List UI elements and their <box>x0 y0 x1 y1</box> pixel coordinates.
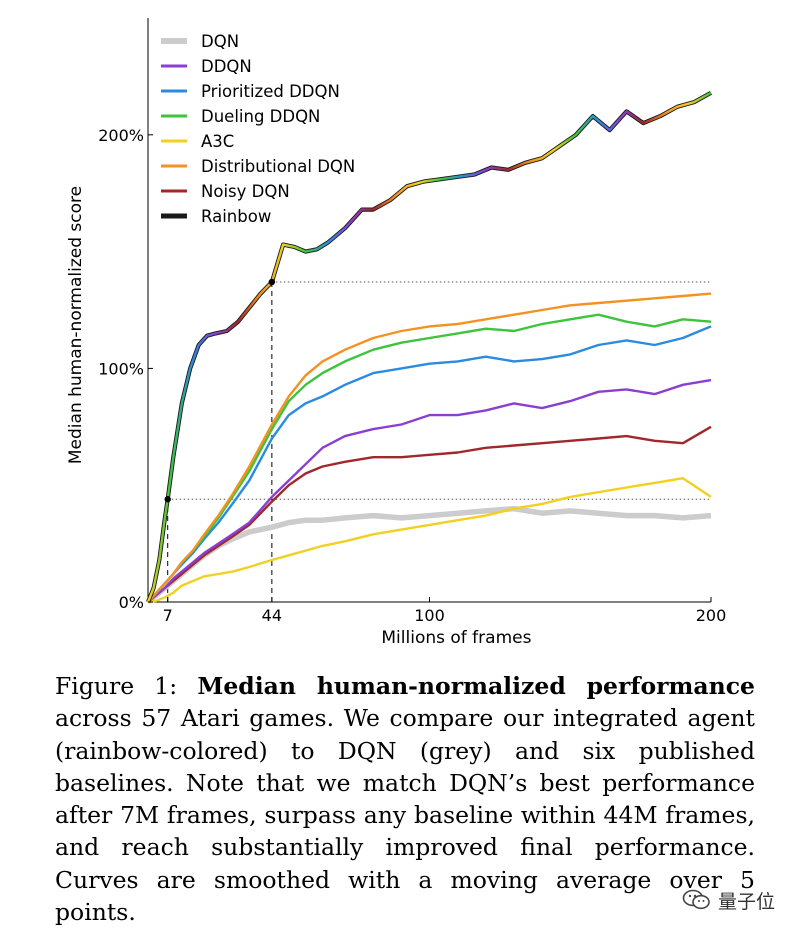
y-tick-label: 200% <box>98 126 144 145</box>
series-dqn <box>146 505 712 605</box>
x-tick-label: 44 <box>262 606 282 625</box>
series-dueling-ddqn <box>147 313 712 603</box>
chart: 7 44 100 200 0% 100% 200% DQN DDQN Prioritized D… <box>66 18 726 648</box>
legend: DQN DDQN Prioritized DDQN Dueling DDQN A3C Di… <box>161 32 355 226</box>
y-tick-label: 0% <box>119 593 144 612</box>
figure-caption: Figure 1: Median human-normalized perfor… <box>55 670 755 928</box>
series-a3c <box>147 477 712 604</box>
legend-label-a3c: A3C <box>201 132 234 151</box>
series-rainbow <box>146 91 712 603</box>
series-layer <box>146 90 713 605</box>
caption-rest: across 57 Atari games. We compare our in… <box>55 704 755 927</box>
caption-prefix: Figure 1: <box>55 672 198 700</box>
legend-label-distributional-dqn: Distributional DQN <box>201 157 355 176</box>
caption-bold: Median human-normalized performance <box>197 672 755 700</box>
legend-label-dqn: DQN <box>201 32 239 51</box>
x-axis-label: Millions of frames <box>381 628 531 648</box>
x-tick-label: 100 <box>414 606 445 625</box>
watermark: 量子位 <box>682 885 775 915</box>
y-tick-label: 100% <box>98 359 144 378</box>
watermark-text: 量子位 <box>718 890 776 913</box>
x-tick-label: 7 <box>163 606 173 625</box>
marker-2 <box>268 278 276 286</box>
markers-layer <box>164 278 276 503</box>
legend-label-prioritized-ddqn: Prioritized DDQN <box>201 82 340 101</box>
legend-label-noisy-dqn: Noisy DQN <box>201 182 290 201</box>
series-ddqn <box>147 378 712 603</box>
series-prioritized-ddqn <box>147 325 712 603</box>
legend-label-dueling-ddqn: Dueling DDQN <box>201 107 320 126</box>
y-axis-label: Median human-normalized score <box>66 186 86 464</box>
marker-1 <box>164 496 171 503</box>
reference-lines <box>167 281 711 602</box>
series-noisy-dqn <box>147 425 712 603</box>
ticks-layer: 7 44 100 200 0% 100% 200% <box>98 126 726 625</box>
legend-label-ddqn: DDQN <box>201 57 252 76</box>
legend-label-rainbow: Rainbow <box>201 207 271 226</box>
wechat-icon <box>682 889 710 910</box>
series-distributional-dqn <box>147 292 712 603</box>
x-tick-label: 200 <box>696 606 727 625</box>
